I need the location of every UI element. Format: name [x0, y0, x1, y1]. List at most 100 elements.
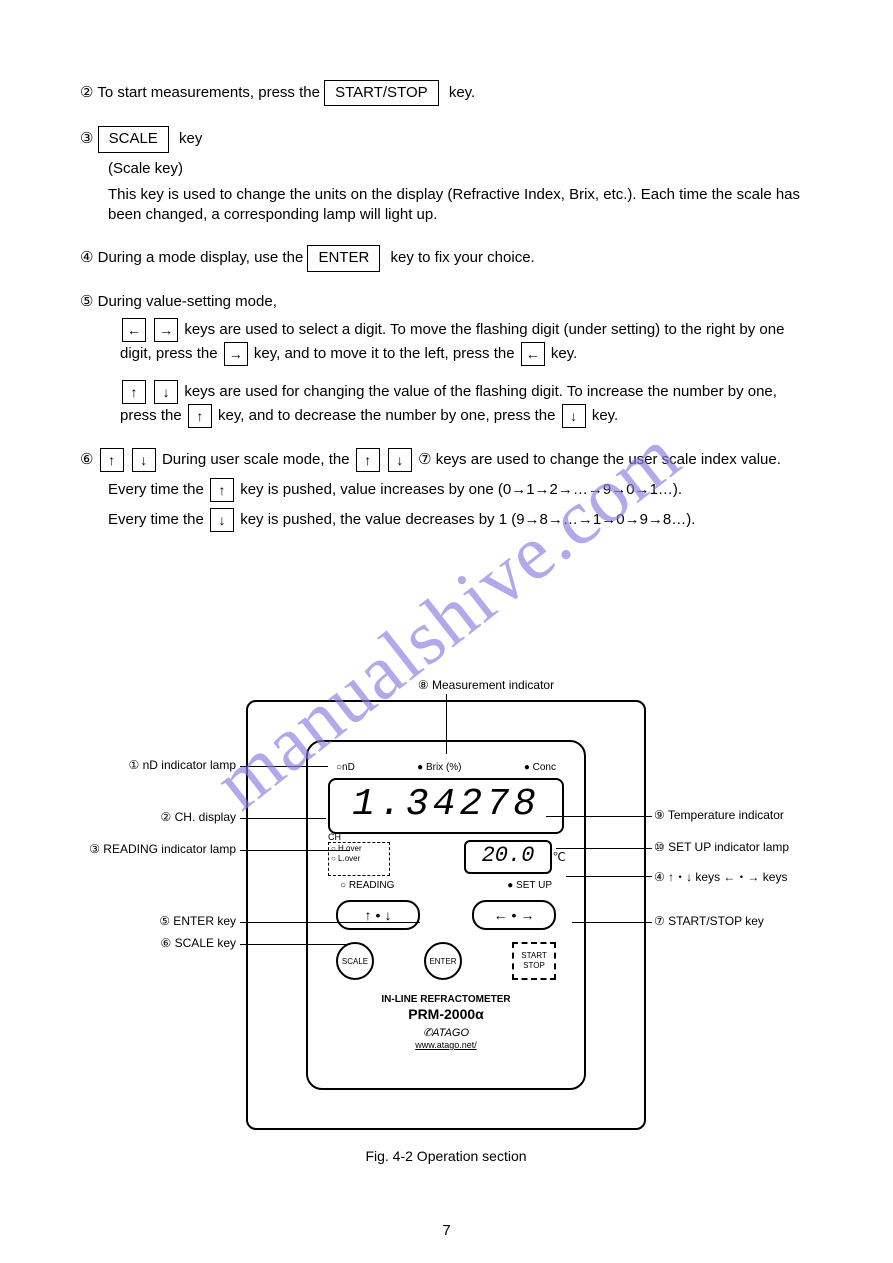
up-key-icon: ↑: [122, 380, 146, 404]
text: key.: [551, 345, 577, 362]
brand-text: ATAGO: [432, 1027, 469, 1039]
ch-display: ○ H.over ○ L.over: [328, 842, 390, 876]
leader-line: [556, 848, 652, 849]
leader-line: [572, 922, 652, 923]
text: key, and to move it to the left, press t…: [254, 345, 519, 362]
text: This key is used to change the units on …: [108, 185, 813, 226]
left-arrow-icon: ←: [494, 907, 508, 923]
leader-line: [446, 694, 447, 754]
right-key-icon: →: [224, 342, 248, 366]
temperature-display: 20.0: [464, 840, 552, 874]
callout-arrow-keys: ④ ↑・↓ keys ←・→ keys: [654, 868, 893, 885]
text: (Scale key): [108, 159, 813, 179]
brand-icon: ✆: [423, 1027, 432, 1039]
device-model: PRM-2000α: [308, 1006, 584, 1022]
page-content: ② To start measurements, press the START…: [80, 60, 813, 538]
start-label: START: [514, 951, 554, 961]
para-4: ④ During a mode display, use the ENTER k…: [80, 245, 813, 271]
enter-key[interactable]: ENTER: [424, 942, 462, 980]
page-number: 7: [0, 1222, 893, 1239]
scale-indicator-row: ○nD ● Brix (%) ● Conc: [336, 762, 556, 773]
left-key-icon: ←: [122, 318, 146, 342]
para-2: ② To start measurements, press the START…: [80, 80, 813, 106]
text: key is pushed, the value decreases by 1 …: [240, 511, 695, 528]
brix-lamp: ● Brix (%): [417, 762, 461, 773]
up-arrow-icon: ↑: [365, 907, 372, 923]
text: ⑦ keys are used to change the user scale…: [418, 451, 781, 468]
arrow-keys-row: ↑ • ↓ ← • →: [336, 900, 556, 930]
stop-label: STOP: [514, 961, 554, 971]
down-key-icon: ↓: [562, 404, 586, 428]
temp-unit: ℃: [553, 850, 566, 864]
inner-panel: ○nD ● Brix (%) ● Conc 1.34278 CH ○ H.ove…: [306, 740, 586, 1090]
right-key-icon: →: [154, 318, 178, 342]
conc-lamp: ● Conc: [524, 762, 556, 773]
text: Every time the: [108, 481, 208, 498]
para-5: ⑤ During value-setting mode, ← → keys ar…: [80, 292, 813, 428]
up-key-icon: ↑: [100, 448, 124, 472]
leader-line: [546, 816, 652, 817]
left-right-key[interactable]: ← • →: [472, 900, 556, 930]
leader-line: [240, 922, 420, 923]
text: ⑥: [80, 451, 98, 468]
device-brand: ✆ATAGO: [308, 1026, 584, 1039]
start-stop-keylabel: START/STOP: [324, 80, 439, 106]
measurement-display: 1.34278: [328, 778, 564, 834]
device-title: IN-LINE REFRACTOMETER: [308, 994, 584, 1005]
device-url: www.atago.net/: [308, 1040, 584, 1050]
callout-start-stop-key: ⑦ START/STOP key: [654, 914, 874, 928]
text: ④ During a mode display, use the: [80, 249, 307, 266]
lover-lamp: ○ L.over: [331, 854, 387, 864]
device-figure: ○nD ● Brix (%) ● Conc 1.34278 CH ○ H.ove…: [246, 700, 646, 1130]
callout-measurement-indicator: ⑧ Measurement indicator: [376, 678, 596, 692]
text: key.: [592, 407, 618, 424]
up-key-icon: ↑: [210, 478, 234, 502]
up-down-key[interactable]: ↑ • ↓: [336, 900, 420, 930]
setup-lamp: ● SET UP: [507, 880, 552, 891]
down-key-icon: ↓: [154, 380, 178, 404]
leader-line: [240, 944, 350, 945]
text: key.: [449, 84, 475, 101]
para-6: ⑥ ↑ ↓ During user scale mode, the ↑ ↓ ⑦ …: [80, 448, 813, 532]
text: ② To start measurements, press the: [80, 84, 324, 101]
scale-key[interactable]: SCALE: [336, 942, 374, 980]
text: ③: [80, 130, 98, 147]
ch-label: CH: [328, 832, 341, 842]
leader-line: [566, 876, 652, 877]
text: key is pushed, value increases by one (0…: [240, 481, 682, 498]
nd-lamp: ○nD: [336, 762, 355, 773]
leader-line: [240, 850, 350, 851]
leader-line: [240, 818, 326, 819]
enter-keylabel: ENTER: [307, 245, 380, 271]
right-arrow-icon: →: [520, 907, 534, 923]
scale-keylabel: SCALE: [98, 126, 169, 152]
callout-temp-indicator: ⑨ Temperature indicator: [654, 808, 854, 822]
text: key: [179, 130, 202, 147]
text: key to fix your choice.: [390, 249, 534, 266]
callout-ch-display: ② CH. display: [86, 810, 236, 824]
dot: •: [512, 907, 517, 923]
text: Every time the: [108, 511, 208, 528]
down-key-icon: ↓: [132, 448, 156, 472]
callout-setup-lamp: ⑩ SET UP indicator lamp: [654, 840, 874, 854]
up-key-icon: ↑: [356, 448, 380, 472]
up-key-icon: ↑: [188, 404, 212, 428]
text: ⑤ During value-setting mode,: [80, 292, 813, 312]
down-key-icon: ↓: [210, 508, 234, 532]
callout-scale-key: ⑥ SCALE key: [86, 936, 236, 950]
figure-caption: Fig. 4-2 Operation section: [246, 1148, 646, 1164]
start-stop-key[interactable]: START STOP: [512, 942, 556, 980]
left-key-icon: ←: [521, 342, 545, 366]
hover-lamp: ○ H.over: [331, 844, 387, 854]
leader-line: [240, 766, 328, 767]
down-key-icon: ↓: [388, 448, 412, 472]
callout-enter-key: ⑤ ENTER key: [86, 914, 236, 928]
text: key, and to decrease the number by one, …: [218, 407, 560, 424]
mode-row: ○ READING ● SET UP: [340, 880, 552, 891]
reading-lamp: ○ READING: [340, 880, 394, 891]
callout-reading-lamp: ③ READING indicator lamp: [46, 842, 236, 856]
down-arrow-icon: ↓: [384, 907, 391, 923]
dot: •: [376, 907, 381, 923]
para-3: ③ SCALE key (Scale key) This key is used…: [80, 126, 813, 225]
bottom-keys-row: SCALE ENTER START STOP: [336, 942, 556, 980]
